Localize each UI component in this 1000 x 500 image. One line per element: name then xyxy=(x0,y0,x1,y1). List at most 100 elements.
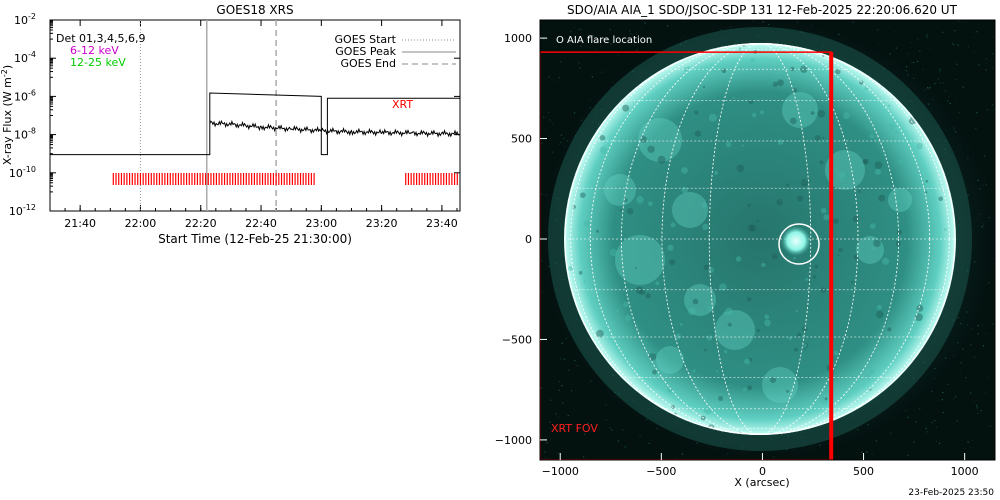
noise-pixel xyxy=(915,421,917,423)
noise-pixel xyxy=(942,411,944,414)
aia-y-tick-label: −1000 xyxy=(495,434,532,447)
disk-speckle xyxy=(609,248,618,257)
goes-x-tick-label: 23:40 xyxy=(426,217,458,230)
noise-pixel xyxy=(933,377,935,380)
disk-speckle xyxy=(887,327,892,332)
noise-pixel xyxy=(954,30,956,32)
disk-speckle xyxy=(635,286,643,294)
longitude-line xyxy=(708,43,812,435)
disk-speckle xyxy=(824,397,828,401)
disk-speckle xyxy=(869,223,876,230)
noise-pixel xyxy=(953,354,955,357)
noise-pixel xyxy=(579,67,581,69)
noise-pixel xyxy=(561,342,563,344)
noise-pixel xyxy=(609,28,611,31)
noise-pixel xyxy=(986,167,988,169)
noise-pixel xyxy=(946,76,948,78)
disk-speckle xyxy=(727,322,732,327)
disk-speckle xyxy=(820,396,828,405)
goes-x-axis: 21:40 22:00 22:20 22:40 23:00 23:20 23:40 xyxy=(49,20,458,230)
disk-speckle xyxy=(747,385,753,391)
goes-panel: GOES18 XRS 10-2 10-4 10-6 10-8 10-10 10-12 21… xyxy=(0,3,461,246)
active-region-glow xyxy=(715,310,755,350)
disk-speckle xyxy=(708,267,714,273)
noise-pixel xyxy=(540,291,542,293)
noise-pixel xyxy=(932,99,934,101)
noise-pixel xyxy=(646,418,648,421)
noise-pixel xyxy=(942,82,945,84)
disk-speckle xyxy=(692,369,696,373)
noise-pixel xyxy=(683,21,685,23)
noise-pixel xyxy=(565,337,568,339)
noise-pixel xyxy=(955,396,957,398)
noise-pixel xyxy=(971,440,973,442)
noise-pixel xyxy=(947,100,949,102)
disk-speckle xyxy=(599,146,607,154)
disk-speckle xyxy=(822,136,825,140)
flare-bright-region xyxy=(781,226,811,256)
disk-speckle xyxy=(669,259,676,266)
disk-speckle xyxy=(645,293,651,299)
noise-pixel xyxy=(570,390,573,392)
noise-pixel xyxy=(580,28,582,30)
noise-pixel xyxy=(720,29,722,31)
noise-pixel xyxy=(992,104,994,106)
disk-speckle xyxy=(925,180,929,183)
xrt-flux-line xyxy=(209,119,460,138)
disk-speckle xyxy=(625,314,632,322)
disk-speckle xyxy=(925,191,928,194)
disk-speckle xyxy=(805,277,809,281)
noise-pixel xyxy=(566,140,568,142)
noise-pixel xyxy=(959,20,961,22)
noise-pixel xyxy=(907,53,909,55)
noise-pixel xyxy=(540,193,543,195)
goes-y-tick-label: 10-12 xyxy=(9,203,36,218)
noise-pixel xyxy=(992,323,994,325)
noise-pixel xyxy=(965,377,967,379)
disk-speckle xyxy=(735,256,742,262)
noise-pixel xyxy=(631,34,634,36)
disk-speckle xyxy=(869,368,875,374)
noise-pixel xyxy=(895,47,897,49)
disk-speckle xyxy=(786,389,789,393)
disk-speckle xyxy=(869,134,874,139)
noise-pixel xyxy=(967,157,969,159)
noise-pixel xyxy=(934,83,936,85)
legend-goes-end: GOES End xyxy=(340,57,396,70)
active-region-glow xyxy=(672,192,708,228)
disk-speckle xyxy=(872,246,876,250)
aia-title: SDO/AIA AIA_1 SDO/JSOC-SDP 131 12-Feb-20… xyxy=(567,3,958,17)
noise-pixel xyxy=(578,40,580,42)
noise-pixel xyxy=(960,362,962,364)
noise-pixel xyxy=(546,442,548,444)
noise-pixel xyxy=(977,333,979,335)
noise-pixel xyxy=(953,397,955,399)
noise-pixel xyxy=(976,31,978,33)
noise-pixel xyxy=(611,429,613,431)
noise-pixel xyxy=(955,96,957,98)
active-region-glow xyxy=(762,367,798,403)
noise-pixel xyxy=(910,42,912,44)
noise-pixel xyxy=(910,62,912,64)
disk-speckle xyxy=(898,159,904,165)
noise-pixel xyxy=(927,87,929,89)
noise-pixel xyxy=(866,451,868,453)
active-region-glow xyxy=(856,236,884,264)
noise-pixel xyxy=(545,457,547,459)
noise-pixel xyxy=(752,20,754,22)
noise-pixel xyxy=(568,369,570,371)
noise-pixel xyxy=(976,112,978,114)
goes-x-axis-label: Start Time (12-Feb-25 21:30:00) xyxy=(158,232,352,246)
noise-pixel xyxy=(912,61,915,64)
noise-pixel xyxy=(967,194,969,196)
noise-pixel xyxy=(556,79,558,81)
noise-pixel xyxy=(819,444,821,446)
disk-speckle xyxy=(810,111,815,115)
disk-speckle xyxy=(771,253,778,260)
disk-speckle xyxy=(626,208,634,215)
noise-pixel xyxy=(549,421,551,423)
disk-speckle xyxy=(842,112,850,120)
active-region-glow xyxy=(638,118,682,162)
noise-pixel xyxy=(584,433,586,435)
disk-speckle xyxy=(894,130,899,134)
